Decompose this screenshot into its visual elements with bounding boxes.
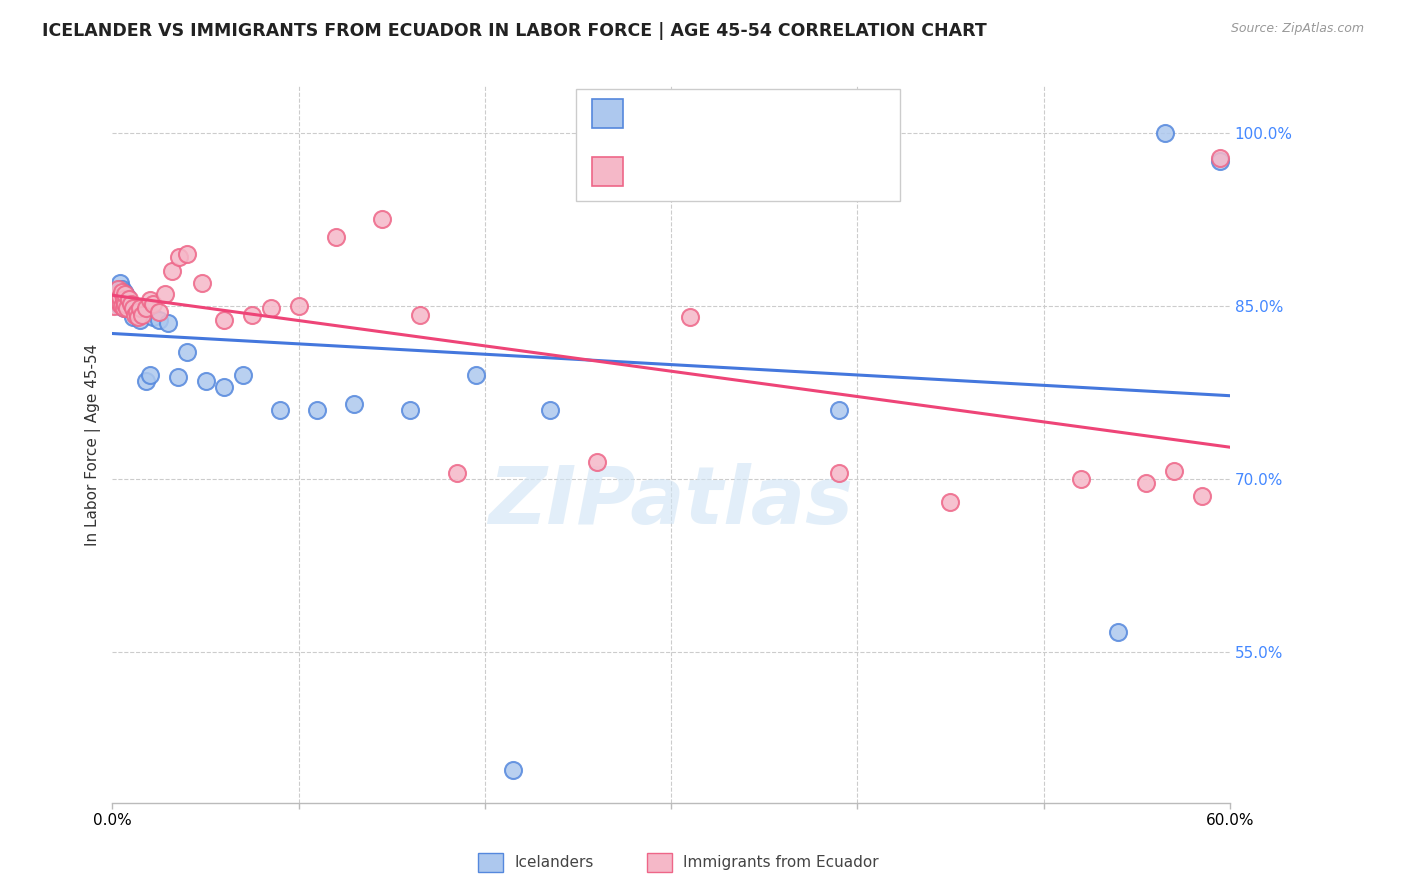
Point [108, 276, 131, 290]
Point [108, 299, 131, 313]
Point [114, 287, 136, 301]
Point [125, 307, 148, 321]
Point [117, 289, 139, 303]
Point [135, 301, 157, 315]
Point [343, 397, 366, 411]
Point [325, 229, 347, 244]
Point [827, 402, 849, 417]
Point [111, 289, 134, 303]
Point [408, 308, 430, 322]
Text: R = 0.218   N = 43: R = 0.218 N = 43 [640, 104, 824, 122]
Point [827, 467, 849, 481]
Point [142, 310, 165, 325]
Point [114, 287, 136, 301]
Point [160, 264, 183, 278]
Point [107, 281, 129, 295]
Point [108, 289, 131, 303]
Point [142, 296, 165, 310]
Point [538, 402, 561, 417]
Point [399, 402, 422, 417]
Point [135, 374, 157, 388]
Point [114, 296, 136, 310]
Point [111, 285, 134, 299]
Point [112, 301, 135, 315]
Point [1209, 154, 1232, 169]
Point [122, 310, 145, 325]
Point [269, 402, 291, 417]
Point [118, 292, 141, 306]
Point [502, 763, 524, 777]
Point [679, 310, 702, 325]
Point [107, 281, 129, 295]
Point [191, 276, 214, 290]
Point [1135, 475, 1157, 490]
Point [124, 308, 146, 322]
Point [446, 467, 468, 481]
Point [166, 370, 188, 384]
Text: Immigrants from Ecuador: Immigrants from Ecuador [683, 855, 879, 870]
Point [129, 312, 152, 326]
Point [111, 281, 134, 295]
Text: Icelanders: Icelanders [515, 855, 593, 870]
Point [131, 308, 153, 322]
Point [1163, 464, 1185, 478]
Point [307, 402, 329, 417]
Point [464, 368, 486, 383]
Point [105, 292, 128, 306]
Point [103, 299, 125, 313]
Point [138, 368, 160, 383]
Y-axis label: In Labor Force | Age 45-54: In Labor Force | Age 45-54 [86, 343, 101, 546]
Point [103, 293, 125, 307]
Point [120, 296, 142, 310]
Point [112, 292, 135, 306]
Point [212, 380, 235, 394]
Point [138, 293, 160, 307]
Point [112, 292, 135, 306]
Text: R = 0.310   N = 47: R = 0.310 N = 47 [640, 162, 824, 180]
Point [212, 312, 235, 326]
Point [1070, 472, 1092, 486]
Point [176, 247, 198, 261]
Point [148, 312, 170, 326]
Point [232, 368, 254, 383]
Text: ICELANDER VS IMMIGRANTS FROM ECUADOR IN LABOR FORCE | AGE 45-54 CORRELATION CHAR: ICELANDER VS IMMIGRANTS FROM ECUADOR IN … [42, 22, 987, 40]
Point [107, 287, 129, 301]
Point [118, 296, 141, 310]
Text: Source: ZipAtlas.com: Source: ZipAtlas.com [1230, 22, 1364, 36]
Point [107, 285, 129, 299]
Point [1153, 126, 1175, 140]
Point [194, 374, 217, 388]
Point [111, 296, 134, 310]
Point [111, 299, 134, 313]
Point [105, 287, 128, 301]
Point [114, 296, 136, 310]
Point [108, 296, 131, 310]
Point [112, 285, 135, 299]
Point [287, 299, 309, 313]
Point [125, 304, 148, 318]
Point [1107, 624, 1129, 639]
Point [120, 301, 142, 315]
Point [157, 316, 180, 330]
Point [939, 495, 962, 509]
Point [169, 250, 191, 264]
Point [112, 301, 135, 315]
Point [124, 304, 146, 318]
Point [371, 212, 394, 227]
Point [127, 310, 149, 325]
Point [1209, 151, 1232, 165]
Point [122, 301, 145, 315]
Point [1191, 490, 1213, 504]
Point [148, 304, 170, 318]
Point [153, 287, 176, 301]
Point [129, 301, 152, 315]
Point [108, 289, 131, 303]
Point [240, 308, 263, 322]
Point [176, 345, 198, 359]
Point [585, 455, 607, 469]
Text: ZIPatlas: ZIPatlas [488, 463, 853, 541]
Point [260, 301, 283, 315]
Point [117, 301, 139, 315]
